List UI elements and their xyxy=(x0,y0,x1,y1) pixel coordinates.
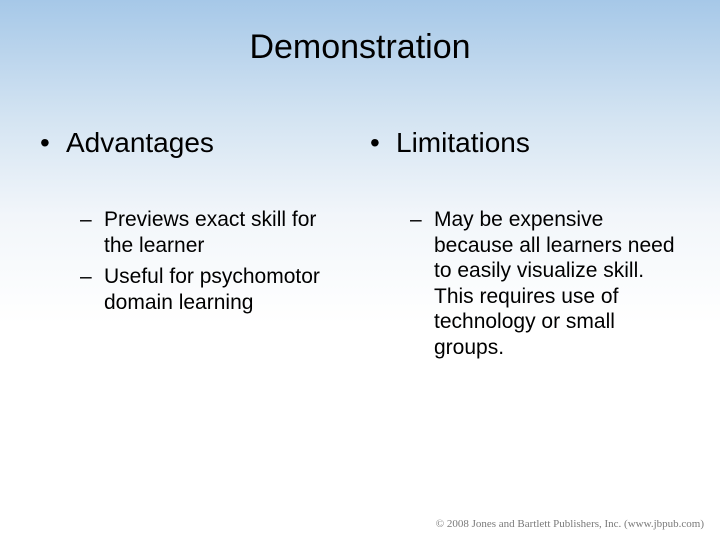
left-column: Advantages Previews exact skill for the … xyxy=(30,127,360,367)
advantages-item: Useful for psychomotor domain learning xyxy=(40,264,350,315)
advantages-item: Previews exact skill for the learner xyxy=(40,207,350,258)
advantages-heading: Advantages xyxy=(40,127,350,159)
right-column: Limitations May be expensive because all… xyxy=(360,127,690,367)
slide-title: Demonstration xyxy=(0,0,720,67)
content-columns: Advantages Previews exact skill for the … xyxy=(0,67,720,367)
limitations-heading: Limitations xyxy=(370,127,680,159)
limitations-item: May be expensive because all learners ne… xyxy=(370,207,680,361)
copyright-footer: © 2008 Jones and Bartlett Publishers, In… xyxy=(436,518,704,530)
